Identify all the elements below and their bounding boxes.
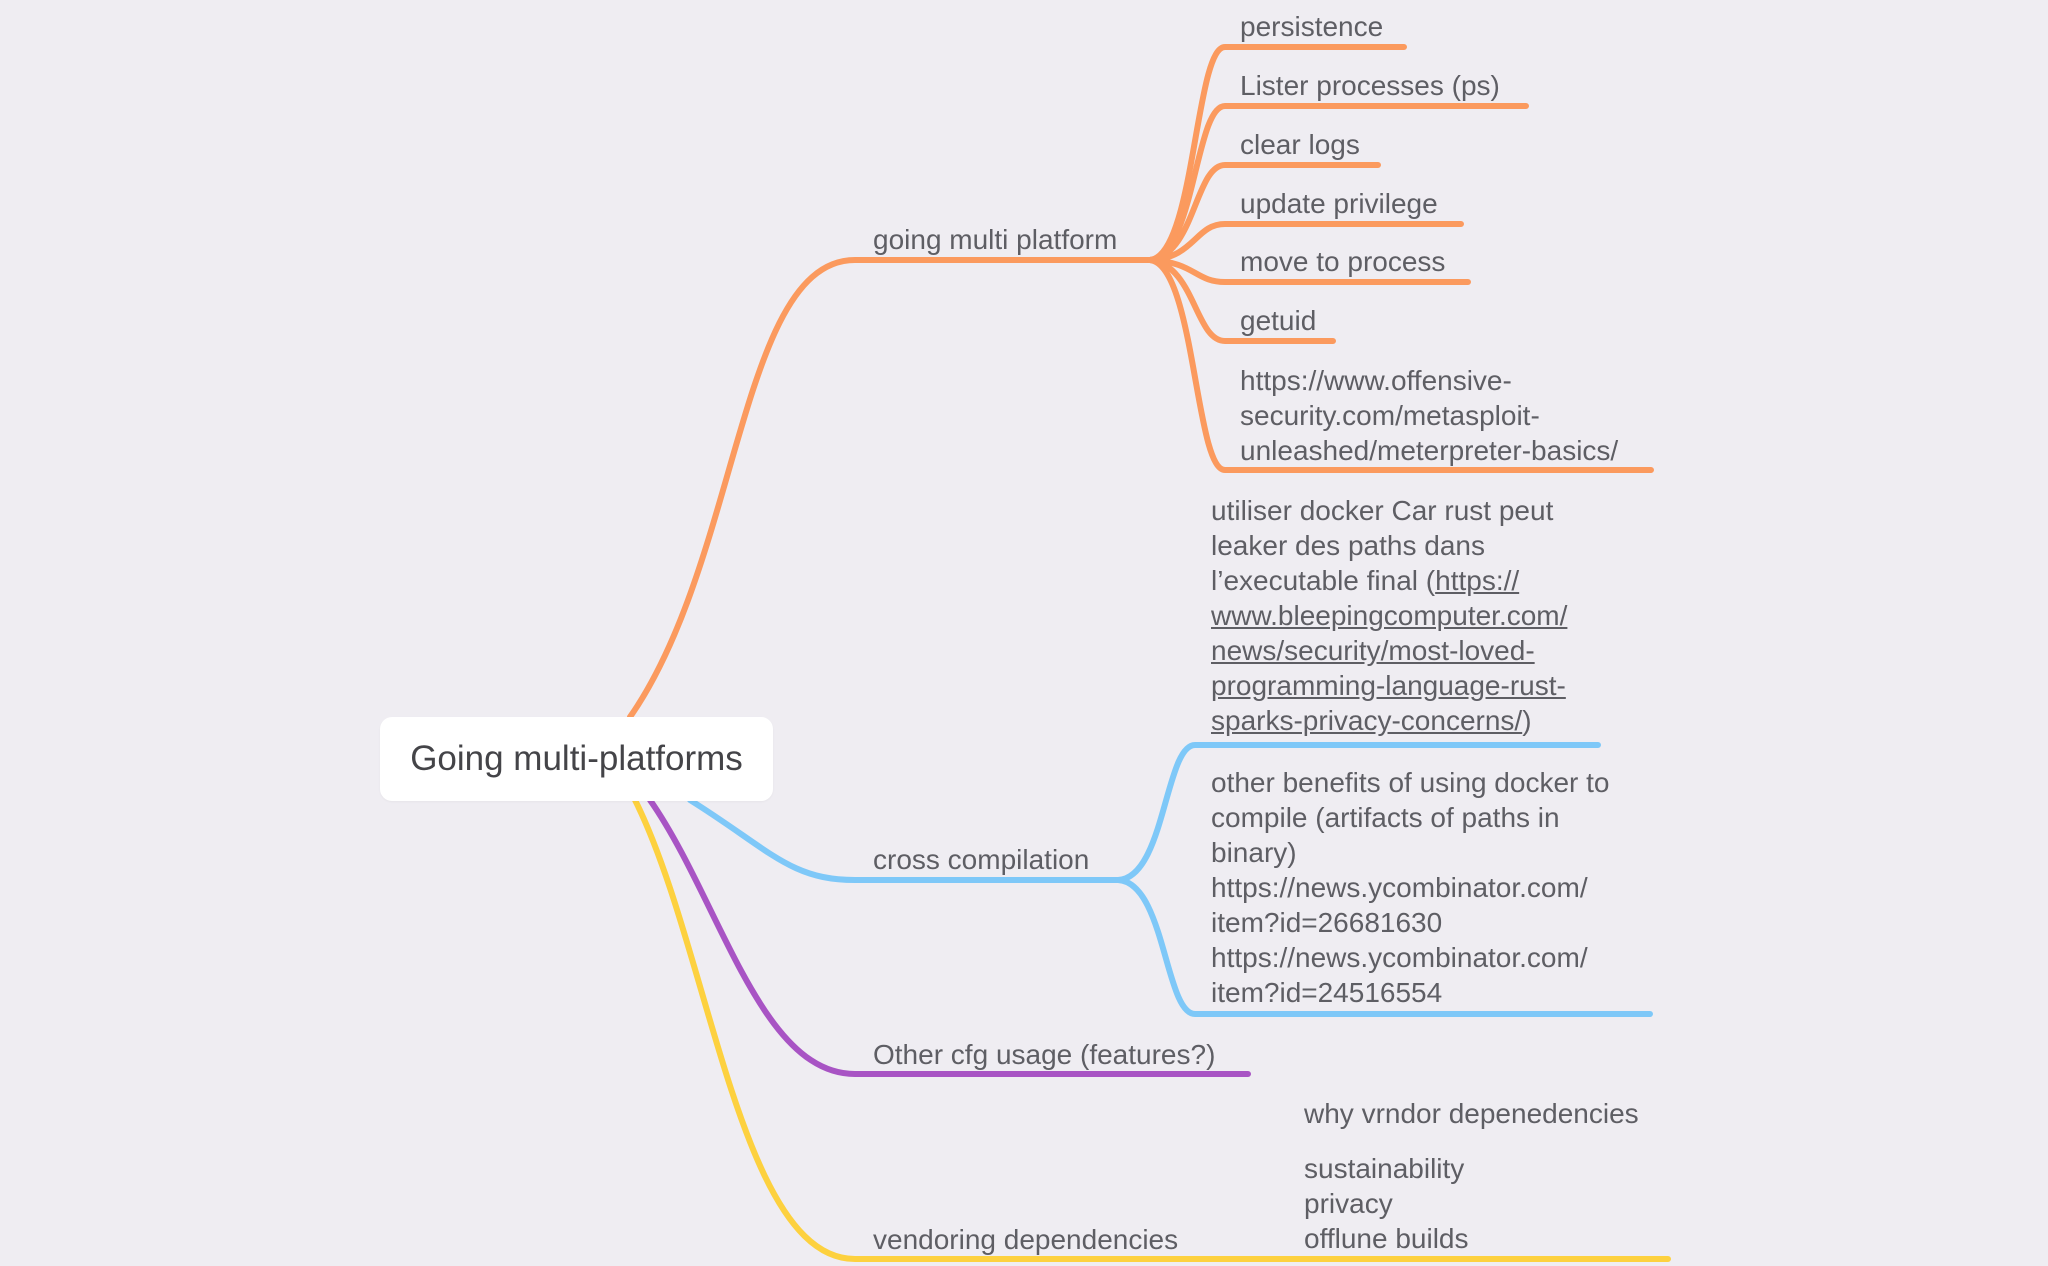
connector-docker-paths	[1115, 742, 1601, 883]
node-docker-paths-tail: )	[1522, 705, 1532, 736]
node-move-to-process[interactable]: move to process	[1240, 246, 1446, 277]
connector-root-going-multi-platform	[627, 257, 1153, 720]
node-getuid[interactable]: getuid	[1240, 305, 1317, 336]
root-node[interactable]: Going multi-platforms	[380, 717, 773, 801]
node-docker-benefits[interactable]: other benefits of using docker to compil…	[1211, 767, 1610, 1008]
node-lister-processes[interactable]: Lister processes (ps)	[1240, 70, 1500, 101]
connector-offensive-security-link	[1147, 257, 1654, 473]
connector-getuid	[1147, 257, 1336, 344]
bleepingcomputer-link[interactable]: https:// www.bleepingcomputer.com/ news/…	[1211, 565, 1568, 736]
vendoring-note[interactable]: why vrndor depenedencies	[1304, 1098, 1639, 1129]
connector-root-vendoring	[632, 797, 1671, 1262]
branch-vendoring-dependencies[interactable]: vendoring dependencies	[873, 1224, 1179, 1255]
connector-update-privilege	[1147, 221, 1464, 263]
branch-going-multi-platform[interactable]: going multi platform	[873, 224, 1118, 255]
node-update-privilege[interactable]: update privilege	[1240, 188, 1438, 219]
connector-root-cross-compilation	[687, 797, 1121, 883]
node-docker-paths[interactable]: utiliser docker Car rust peut leaker des…	[1211, 493, 1567, 738]
connector-root-other-cfg	[647, 797, 1251, 1077]
connector-clear-logs	[1147, 162, 1381, 263]
node-offensive-security-link[interactable]: https://www.offensive- security.com/meta…	[1240, 365, 1619, 466]
node-vendoring-reasons[interactable]: sustainability privacy offlune builds	[1304, 1153, 1469, 1254]
branch-other-cfg-usage[interactable]: Other cfg usage (features?)	[873, 1039, 1216, 1070]
node-clear-logs[interactable]: clear logs	[1240, 129, 1360, 160]
branch-cross-compilation[interactable]: cross compilation	[873, 844, 1090, 875]
connector-docker-benefits	[1115, 877, 1653, 1017]
node-persistence[interactable]: persistence	[1240, 11, 1384, 42]
node-docker-paths-text: utiliser docker Car rust peut leaker des…	[1211, 495, 1554, 596]
